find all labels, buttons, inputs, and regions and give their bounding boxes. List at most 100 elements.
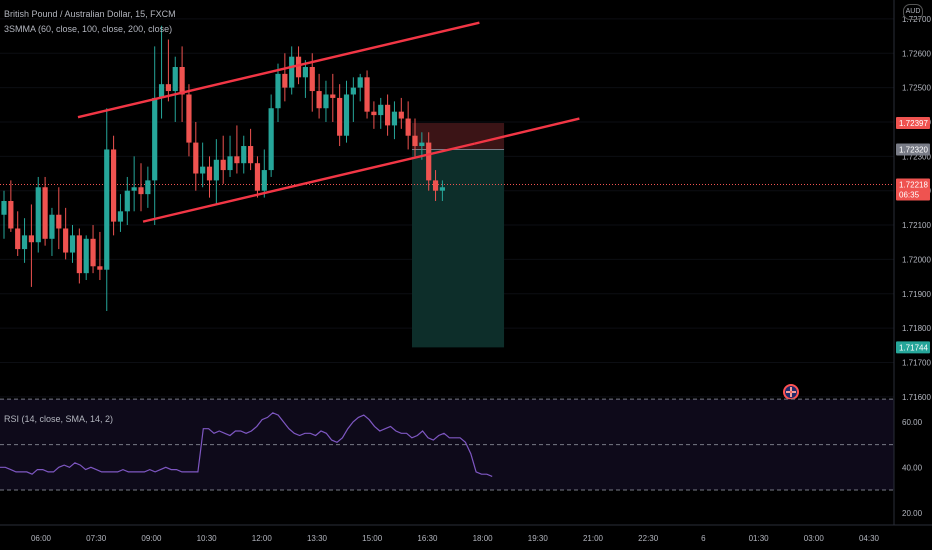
bar-countdown: 06:35: [899, 191, 920, 200]
time-tick-label: 22:30: [638, 534, 659, 543]
candle-body: [323, 94, 329, 109]
candle-body: [241, 146, 247, 164]
time-tick-label: 12:00: [252, 534, 273, 543]
candle: [165, 39, 171, 102]
candlestick-series: [1, 25, 445, 311]
candle: [8, 180, 14, 232]
channel-upper-line[interactable]: [77, 21, 480, 119]
time-tick-label: 15:00: [362, 534, 383, 543]
channel-breakout-line[interactable]: [474, 117, 580, 145]
candle: [56, 187, 62, 250]
candle-body: [186, 94, 192, 143]
rsi-tick-label: 60.00: [902, 418, 923, 427]
candle-body: [398, 111, 404, 119]
candle: [42, 176, 48, 246]
price-tick-label: 1.71800: [902, 324, 931, 333]
candle-body: [275, 73, 281, 109]
rsi-pane: [0, 398, 894, 491]
candle-body: [152, 97, 158, 181]
candle-body: [234, 156, 240, 164]
candle-body: [117, 211, 124, 222]
candle: [275, 63, 281, 122]
time-tick-label: 13:30: [307, 534, 328, 543]
candle-body: [124, 190, 130, 212]
candle: [220, 135, 226, 184]
candle-body: [69, 235, 76, 253]
candle: [364, 70, 370, 119]
price-tick-label: 1.72000: [902, 255, 931, 264]
candle-body: [364, 77, 370, 112]
time-tick-label: 09:00: [141, 534, 162, 543]
candle-body: [179, 67, 185, 95]
time-tick-label: 03:00: [804, 534, 825, 543]
candle-body: [254, 163, 261, 191]
time-tick-label: 18:00: [473, 534, 494, 543]
candle-body: [8, 201, 14, 229]
price-tick-label: 1.72100: [902, 221, 931, 230]
candle: [439, 180, 445, 201]
candle: [378, 97, 384, 129]
price-tag-value: 1.72320: [899, 145, 928, 154]
candle: [63, 207, 69, 260]
candle-body: [145, 180, 151, 195]
rsi-tick-label: 40.00: [902, 463, 923, 472]
candle-body: [391, 111, 398, 126]
symbol-legend[interactable]: British Pound / Australian Dollar, 15, F…: [4, 9, 176, 19]
candle: [261, 149, 267, 198]
price-tag-entry: 1.72320: [896, 143, 930, 156]
rsi-axis[interactable]: 60.00 40.00 20.00: [902, 418, 923, 518]
time-tick-label: 04:30: [859, 534, 880, 543]
candle-body: [15, 228, 21, 250]
candle: [1, 190, 7, 239]
candle: [398, 97, 404, 129]
candle-body: [193, 142, 199, 174]
currency-badge[interactable]: AUD: [903, 4, 923, 20]
candle: [28, 204, 34, 287]
candle: [83, 235, 89, 281]
candle: [254, 156, 261, 198]
time-tick-label: 21:00: [583, 534, 604, 543]
candle-body: [295, 56, 302, 78]
candle: [76, 228, 82, 284]
time-axis[interactable]: 06:00 07:30 09:00 10:30 12:00 13:30 15:00 16:30…: [31, 534, 880, 543]
candle-body: [138, 187, 144, 195]
candle-body: [412, 135, 418, 147]
candle: [213, 139, 219, 205]
candle: [15, 211, 21, 256]
candle: [35, 176, 41, 253]
candle-body: [350, 87, 356, 95]
time-tick-label: 19:30: [528, 534, 549, 543]
candle-body: [21, 235, 28, 250]
candle: [385, 94, 391, 136]
candle: [186, 84, 192, 157]
candle: [371, 101, 377, 129]
candle: [200, 142, 206, 188]
candle: [282, 53, 288, 102]
price-tick-label: 1.72500: [902, 84, 931, 93]
candle: [193, 121, 199, 191]
candle-body: [42, 187, 48, 239]
position-target-zone: [412, 149, 505, 348]
candle-body: [432, 180, 439, 191]
time-tick-label: 01:30: [749, 534, 770, 543]
candle-body: [172, 67, 178, 92]
channel-lower-line[interactable]: [142, 142, 475, 223]
candle: [111, 135, 117, 236]
rsi-legend[interactable]: RSI (14, close, SMA, 14, 2): [4, 414, 114, 424]
candle-body: [227, 156, 233, 171]
candle: [337, 84, 343, 147]
candle-body: [83, 238, 89, 274]
price-tick-label: 1.72600: [902, 49, 931, 58]
indicator-legend[interactable]: 3SMMA (60, close, 100, close, 200, close…: [4, 24, 173, 34]
price-tag-value: 1.72397: [899, 119, 928, 128]
candle: [268, 94, 274, 177]
uk-flag-icon[interactable]: [783, 384, 799, 400]
candle: [241, 135, 247, 174]
rsi-line: [0, 412, 493, 477]
candle: [330, 73, 336, 122]
candle: [350, 77, 356, 122]
candle-body: [378, 104, 384, 116]
